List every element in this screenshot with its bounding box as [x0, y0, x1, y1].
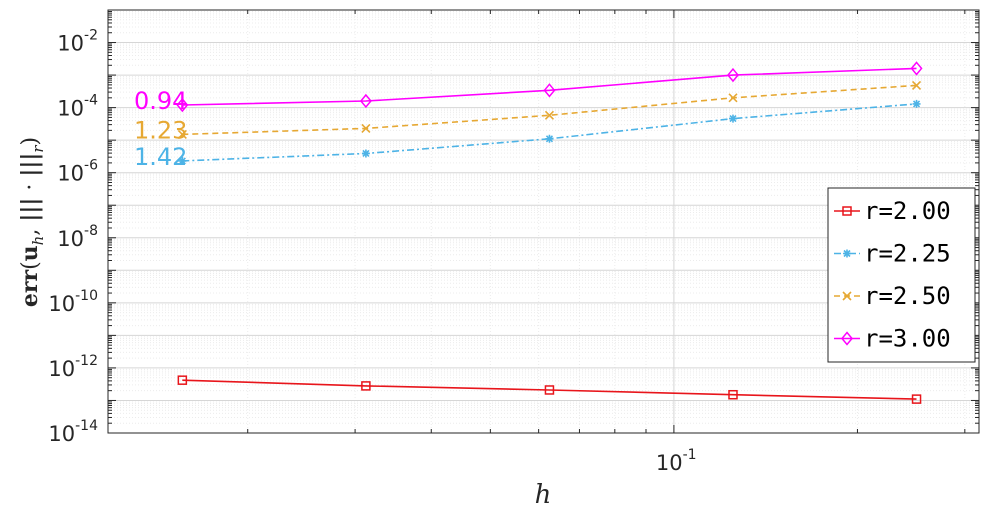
series-layer	[176, 61, 923, 404]
data-point	[176, 97, 189, 113]
data-point	[728, 389, 738, 400]
data-point	[910, 61, 923, 76]
y-tick-label: 10-10	[48, 288, 98, 316]
x-axis-label: h	[535, 480, 552, 510]
y-axis-label: err(uh, ||| · |||r)	[17, 137, 47, 307]
data-point	[912, 99, 921, 108]
plot-frame	[107, 9, 980, 434]
data-point	[543, 83, 556, 98]
data-point	[727, 67, 739, 83]
legend-marker	[842, 291, 852, 301]
axis-tick-labels: 10-14 10-12 10-10 10-8 10-6 10-4 10-2 10-1	[48, 28, 696, 475]
legend-label: r=2.00	[864, 197, 951, 225]
series-line	[182, 84, 917, 136]
x-tick-label: 10-1	[656, 447, 697, 475]
minor-grid	[108, 10, 979, 433]
series-line	[182, 67, 917, 106]
legend-item: r=3.00	[834, 325, 951, 353]
series-r=2.25	[178, 99, 921, 165]
legend-item: r=2.25	[834, 240, 951, 268]
data-point	[911, 394, 922, 404]
data-point	[728, 93, 738, 103]
series-r=2.50	[177, 80, 922, 139]
legend-marker	[843, 249, 851, 258]
legend-marker	[842, 206, 852, 216]
axis-ticks	[108, 10, 979, 434]
data-point	[359, 93, 372, 109]
legend-item: r=2.50	[834, 282, 951, 310]
data-point	[361, 149, 370, 158]
legend-label: r=2.50	[864, 282, 951, 310]
y-tick-label: 10-8	[57, 223, 98, 251]
slope-annotations: 0.941.231.42	[134, 87, 187, 171]
data-point	[545, 134, 554, 143]
y-axis-label-text: err(uh, ||| · |||r)	[17, 137, 47, 307]
legend: r=2.00 r=2.25 r=2.50 r=3.00	[827, 187, 976, 363]
data-point	[911, 80, 922, 91]
legend-marker	[841, 331, 853, 346]
legend-label: r=2.25	[864, 240, 951, 268]
y-tick-label: 10-6	[57, 158, 98, 186]
series-line	[182, 379, 917, 400]
data-point	[177, 375, 188, 385]
y-tick-label: 10-2	[57, 28, 98, 56]
data-point	[177, 129, 187, 139]
data-point	[361, 381, 371, 391]
series-r=2.00	[177, 375, 922, 404]
annotation-label: 1.42	[134, 143, 187, 171]
data-point	[728, 114, 737, 123]
legend-box	[827, 187, 976, 363]
data-point	[178, 156, 187, 165]
y-tick-label: 10-12	[48, 353, 98, 381]
data-point	[544, 110, 555, 120]
annotation-label: 0.94	[134, 87, 187, 115]
data-point	[361, 123, 371, 133]
legend-label: r=3.00	[864, 325, 951, 353]
series-line	[182, 103, 917, 162]
legend-item: r=2.00	[834, 197, 951, 225]
y-tick-label: 10-14	[48, 418, 98, 446]
annotation-label: 1.23	[134, 116, 187, 144]
data-point	[544, 385, 555, 395]
y-tick-label: 10-4	[57, 93, 98, 121]
series-r=3.00	[176, 61, 923, 113]
